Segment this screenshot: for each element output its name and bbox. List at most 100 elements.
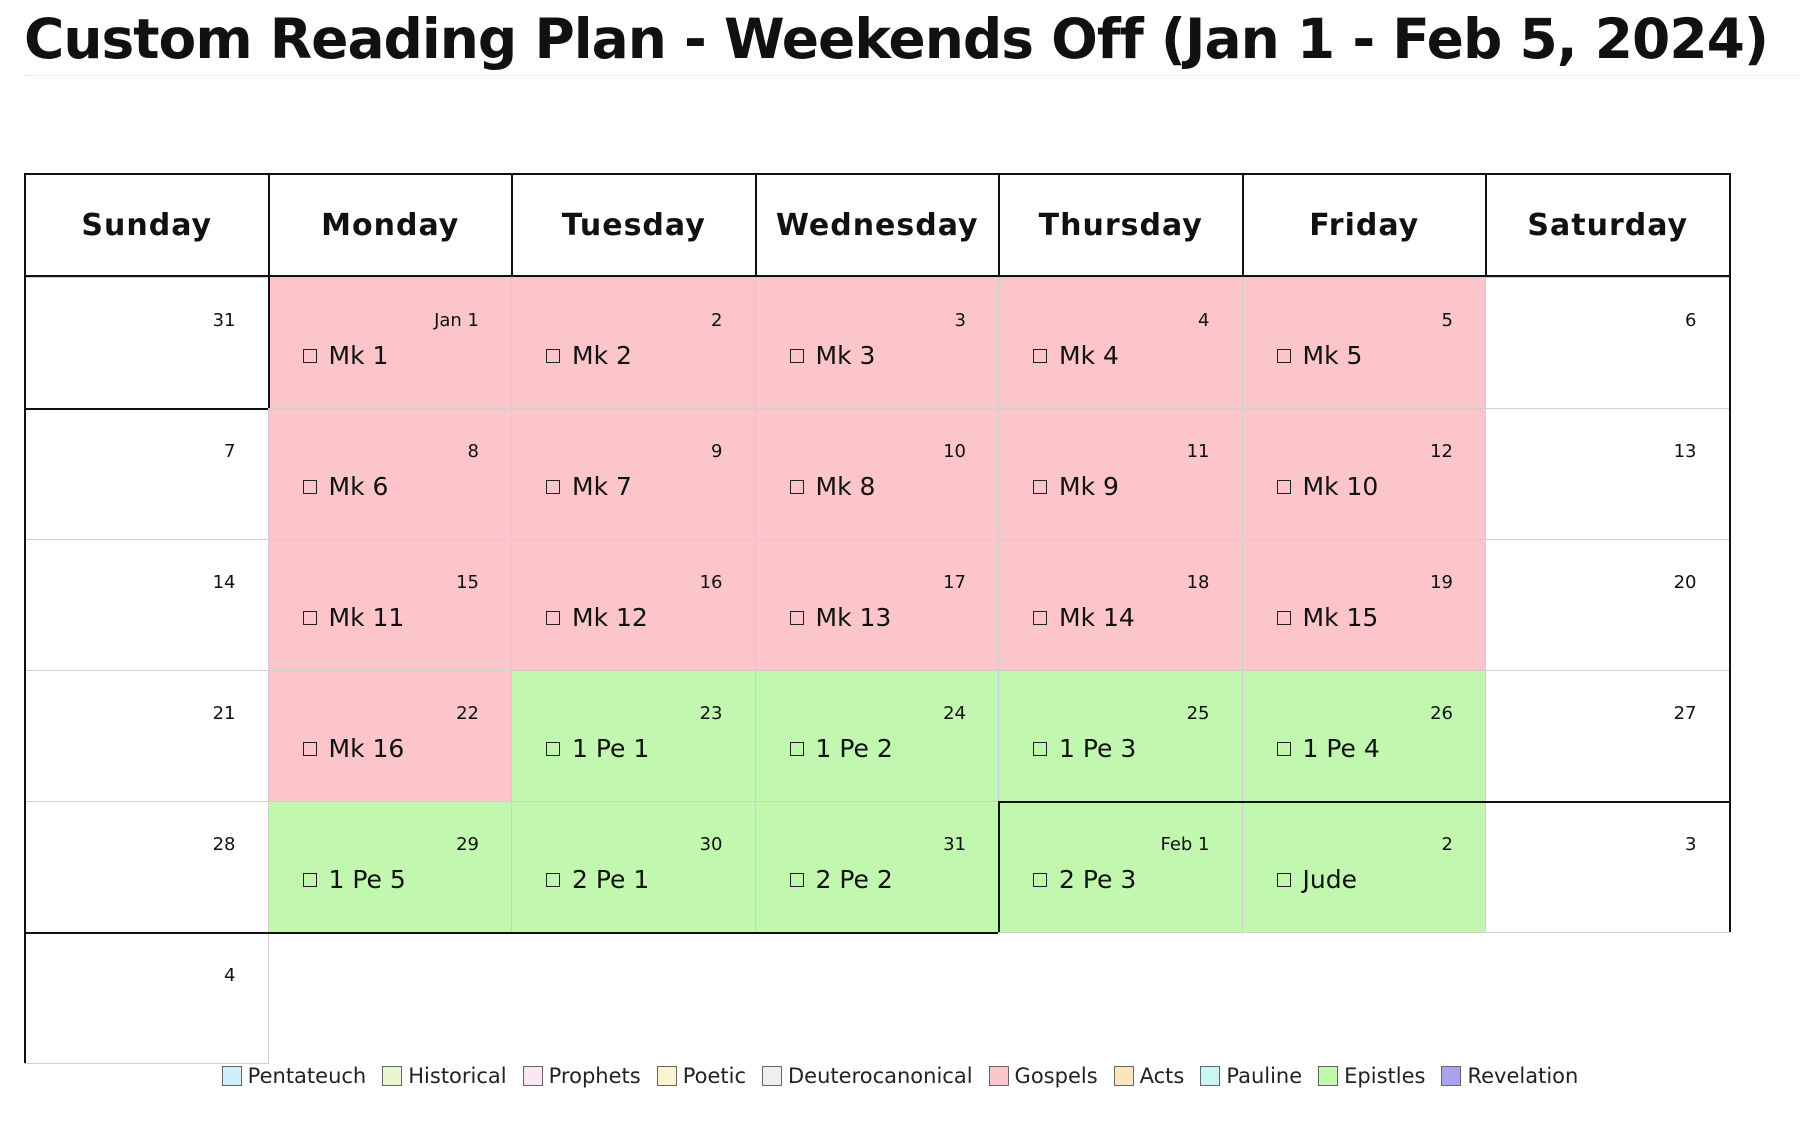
reading-label: 1 Pe 4 <box>1302 734 1380 763</box>
reading-item[interactable]: 2 Pe 1 <box>546 865 649 894</box>
day-cell[interactable]: 17 Mk 13 <box>754 539 999 671</box>
day-cell[interactable]: 31 2 Pe 2 <box>754 801 999 933</box>
day-cell[interactable]: 29 1 Pe 5 <box>267 801 512 933</box>
day-number: 14 <box>212 572 236 593</box>
reading-checkbox[interactable] <box>1033 741 1047 756</box>
reading-checkbox[interactable] <box>1276 348 1291 363</box>
day-cell[interactable]: 11 Mk 9 <box>998 408 1243 540</box>
day-cell[interactable]: Jan 1 Mk 1 <box>267 277 512 409</box>
legend-swatch <box>656 1066 677 1086</box>
reading-checkbox[interactable] <box>1276 741 1291 756</box>
reading-checkbox[interactable] <box>302 610 317 625</box>
reading-label: Mk 10 <box>1302 472 1379 501</box>
reading-checkbox[interactable] <box>1033 348 1047 363</box>
reading-item[interactable]: Mk 15 <box>1276 603 1378 632</box>
legend-item: Historical <box>382 1064 507 1088</box>
reading-checkbox[interactable] <box>302 479 317 494</box>
reading-item[interactable]: Mk 2 <box>546 341 632 370</box>
reading-item[interactable]: Mk 11 <box>302 603 404 632</box>
day-cell[interactable]: 30 2 Pe 1 <box>511 801 756 933</box>
reading-checkbox[interactable] <box>302 741 317 756</box>
reading-item[interactable]: Mk 16 <box>302 734 404 763</box>
reading-item[interactable]: Jude <box>1276 865 1357 894</box>
month-outline <box>998 801 1729 803</box>
reading-label: 2 Pe 2 <box>815 865 893 894</box>
legend-label: Prophets <box>548 1064 641 1088</box>
reading-item[interactable]: Mk 6 <box>302 472 388 501</box>
month-outline <box>1728 173 1731 932</box>
day-cell[interactable]: 18 Mk 14 <box>998 539 1243 671</box>
reading-item[interactable]: Mk 13 <box>789 603 891 632</box>
day-cell[interactable]: 4 Mk 4 <box>998 277 1243 409</box>
reading-item[interactable]: 1 Pe 3 <box>1033 734 1136 763</box>
day-cell[interactable]: Feb 1 2 Pe 3 <box>998 801 1243 933</box>
reading-checkbox[interactable] <box>302 348 317 363</box>
reading-checkbox[interactable] <box>1033 479 1047 494</box>
day-cell[interactable]: 22 Mk 16 <box>267 670 512 802</box>
reading-checkbox[interactable] <box>789 610 804 625</box>
reading-item[interactable]: 1 Pe 4 <box>1276 734 1380 763</box>
day-cell[interactable]: 15 Mk 11 <box>267 539 512 671</box>
day-number: 15 <box>456 572 479 593</box>
reading-item[interactable]: Mk 4 <box>1033 341 1119 370</box>
reading-item[interactable]: Mk 1 <box>302 341 388 370</box>
legend-item: Pauline <box>1200 1064 1302 1088</box>
reading-item[interactable]: 2 Pe 2 <box>789 865 893 894</box>
day-number: 22 <box>456 703 479 724</box>
reading-item[interactable]: 1 Pe 2 <box>789 734 893 763</box>
day-cell[interactable]: 3 Mk 3 <box>754 277 999 409</box>
reading-checkbox[interactable] <box>789 479 804 494</box>
reading-item[interactable]: 2 Pe 3 <box>1033 865 1136 894</box>
reading-item[interactable]: Mk 14 <box>1033 603 1135 632</box>
reading-checkbox[interactable] <box>546 479 560 494</box>
reading-checkbox[interactable] <box>546 741 560 756</box>
reading-checkbox[interactable] <box>1033 610 1047 625</box>
day-cell[interactable]: 10 Mk 8 <box>754 408 999 540</box>
day-cell[interactable]: 23 1 Pe 1 <box>511 670 756 802</box>
day-cell[interactable]: 8 Mk 6 <box>267 408 512 540</box>
reading-checkbox[interactable] <box>1033 872 1047 887</box>
day-cell[interactable]: 12 Mk 10 <box>1241 408 1486 540</box>
reading-item[interactable]: Mk 8 <box>789 472 875 501</box>
day-number: 3 <box>954 310 966 331</box>
day-number: 13 <box>1673 441 1697 462</box>
legend-swatch <box>221 1066 242 1086</box>
reading-item[interactable]: Mk 3 <box>789 341 875 370</box>
day-cell: 20 <box>1485 539 1730 671</box>
reading-checkbox[interactable] <box>302 872 317 887</box>
day-cell[interactable]: 19 Mk 15 <box>1241 539 1486 671</box>
reading-item[interactable]: 1 Pe 1 <box>546 734 649 763</box>
reading-item[interactable]: 1 Pe 5 <box>302 865 406 894</box>
reading-item[interactable]: Mk 12 <box>546 603 648 632</box>
reading-checkbox[interactable] <box>1276 872 1291 887</box>
day-cell: 27 <box>1485 670 1730 802</box>
day-cell[interactable]: 26 1 Pe 4 <box>1241 670 1486 802</box>
day-cell: 21 <box>24 670 269 802</box>
reading-checkbox[interactable] <box>789 348 804 363</box>
reading-label: Mk 9 <box>1059 472 1119 501</box>
reading-checkbox[interactable] <box>546 872 560 887</box>
reading-item[interactable]: Mk 9 <box>1033 472 1119 501</box>
reading-checkbox[interactable] <box>546 610 560 625</box>
day-cell[interactable]: 24 1 Pe 2 <box>754 670 999 802</box>
reading-checkbox[interactable] <box>1276 479 1291 494</box>
reading-label: 1 Pe 2 <box>815 734 893 763</box>
day-cell[interactable]: 5 Mk 5 <box>1241 277 1486 409</box>
reading-item[interactable]: Mk 10 <box>1276 472 1379 501</box>
reading-item[interactable]: Mk 7 <box>546 472 632 501</box>
day-cell[interactable]: 25 1 Pe 3 <box>998 670 1243 802</box>
legend-item: Prophets <box>522 1064 641 1088</box>
legend-item: Deuterocanonical <box>762 1064 973 1088</box>
reading-item[interactable]: Mk 5 <box>1276 341 1362 370</box>
day-number: 5 <box>1441 310 1453 331</box>
day-cell[interactable]: 9 Mk 7 <box>511 408 756 540</box>
day-cell[interactable]: 2 Mk 2 <box>511 277 756 409</box>
reading-label: 1 Pe 5 <box>328 865 406 894</box>
reading-checkbox[interactable] <box>1276 610 1291 625</box>
day-cell[interactable]: 16 Mk 12 <box>511 539 756 671</box>
day-number: 4 <box>224 965 236 986</box>
day-cell[interactable]: 2 Jude <box>1241 801 1486 933</box>
reading-checkbox[interactable] <box>789 872 804 887</box>
reading-checkbox[interactable] <box>789 741 804 756</box>
reading-checkbox[interactable] <box>546 348 560 363</box>
